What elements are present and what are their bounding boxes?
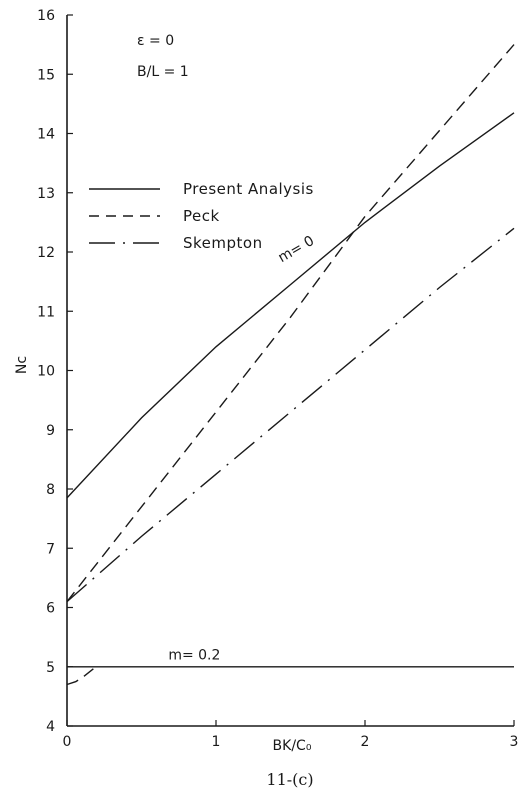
annotation-1: B/L = 1 [137, 64, 189, 80]
annotation-0: ε = 0 [137, 33, 174, 49]
series-group: m= 0 m= 0.2 [66, 44, 515, 686]
figure-caption: 11-(c) [266, 770, 313, 789]
y-tick-label: 4 [46, 719, 55, 735]
y-tick-label: 7 [46, 541, 55, 557]
curve-label-m02: m= 0.2 [168, 648, 220, 664]
y-tick-label: 11 [37, 304, 55, 320]
x-tick-label: 3 [510, 734, 519, 750]
x-tick-label: 2 [361, 734, 370, 750]
y-axis-label: Nc [14, 356, 30, 374]
legend-label: Skempton [183, 234, 263, 252]
annotations: ε = 0 B/L = 1 [137, 33, 189, 80]
y-tick-label: 10 [37, 364, 55, 380]
y-tick-label: 16 [37, 8, 55, 24]
legend-label: Present Analysis [183, 180, 314, 198]
curve-label-m0: m= 0 [276, 233, 318, 266]
y-tick-label: 9 [46, 423, 55, 439]
y-tick-label: 8 [46, 482, 55, 498]
y-tick-label: 5 [46, 660, 55, 676]
y-tick-label: 12 [37, 245, 55, 261]
series-line-solid-0 [66, 112, 515, 499]
series-line-dashdot-2 [66, 227, 515, 603]
series-line-dashed-1 [66, 44, 515, 603]
series-line-dashed-4 [66, 667, 95, 686]
legend: Present Analysis Peck Skempton [89, 180, 314, 252]
legend-label: Peck [183, 207, 220, 225]
y-tick-label: 13 [37, 186, 55, 202]
x-tick-label: 1 [212, 734, 221, 750]
y-tick-label: 15 [37, 67, 55, 83]
y-tick-label: 6 [46, 601, 55, 617]
x-axis-label: BK/C₀ [273, 738, 312, 754]
y-tick-label: 14 [37, 127, 55, 143]
x-tick-label: 0 [63, 734, 72, 750]
